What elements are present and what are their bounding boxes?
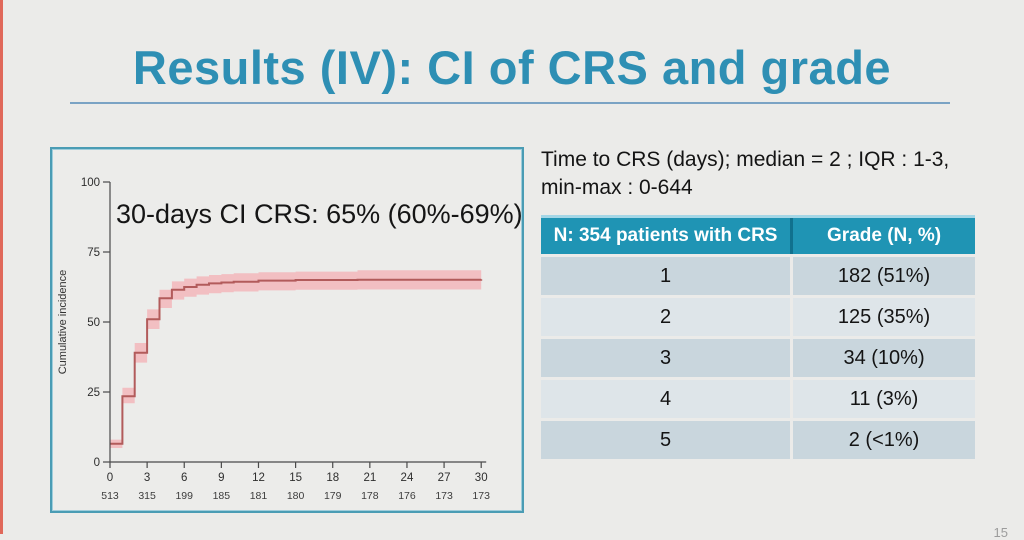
cumulative-incidence-chart: 0 25 50 75 100 0 513 3 315 6 199 9 185 12 181 15 180 18 17… bbox=[57, 177, 522, 502]
ci-step-line bbox=[110, 278, 483, 445]
x-tick-label: 27 bbox=[438, 472, 451, 484]
slide-title: Results (IV): CI of CRS and grade bbox=[132, 41, 892, 94]
table-row-cell: 2 bbox=[541, 298, 791, 336]
number-at-risk: 185 bbox=[213, 490, 231, 502]
time-to-crs-line2: min-max : 0-644 bbox=[541, 176, 693, 199]
table-row-cell: 1 bbox=[541, 257, 791, 295]
number-at-risk: 173 bbox=[472, 490, 490, 502]
x-tick-label: 3 bbox=[144, 472, 150, 484]
x-tick-label: 12 bbox=[252, 472, 265, 484]
y-axis-label: Cumulative incidence bbox=[57, 270, 69, 375]
number-at-risk: 178 bbox=[361, 490, 379, 502]
ci-chart-panel: 0 25 50 75 100 0 513 3 315 6 199 9 185 12 181 15 180 18 17… bbox=[50, 147, 524, 513]
table-row-cell: 125 (35%) bbox=[790, 298, 975, 336]
x-tick-label: 9 bbox=[218, 472, 224, 484]
confidence-band bbox=[110, 269, 482, 448]
table-row: 2 125 (35%) bbox=[541, 298, 975, 336]
x-tick-label: 30 bbox=[475, 472, 488, 484]
table-header-row-cell: Grade (N, %) bbox=[790, 218, 975, 254]
crs-grade-table: N: 354 patients with CRS Grade (N, %) 1 182… bbox=[541, 215, 975, 459]
x-tick-label: 15 bbox=[289, 472, 302, 484]
chart-annotation: 30-days CI CRS: 65% (60%-69%) bbox=[116, 199, 522, 229]
number-at-risk: 199 bbox=[175, 490, 193, 502]
table-row: 4 11 (3%) bbox=[541, 380, 975, 418]
number-at-risk: 179 bbox=[324, 490, 342, 502]
x-tick-label: 24 bbox=[401, 472, 414, 484]
table-row-cell: 2 (<1%) bbox=[790, 421, 975, 459]
left-accent-stripe bbox=[0, 0, 3, 534]
table-row-cell: 11 (3%) bbox=[790, 380, 975, 418]
page-number: 15 bbox=[993, 525, 1008, 540]
table-row-cell: 3 bbox=[541, 339, 791, 377]
y-tick-label: 50 bbox=[87, 317, 100, 329]
table-row-cell: 182 (51%) bbox=[790, 257, 975, 295]
y-tick-label: 75 bbox=[87, 247, 100, 259]
number-at-risk: 176 bbox=[398, 490, 416, 502]
x-tick-label: 21 bbox=[363, 472, 376, 484]
number-at-risk: 173 bbox=[435, 490, 453, 502]
number-at-risk: 180 bbox=[287, 490, 305, 502]
y-tick-label: 100 bbox=[81, 177, 100, 189]
number-at-risk: 181 bbox=[250, 490, 268, 502]
table-row-cell: 4 bbox=[541, 380, 791, 418]
y-tick-label: 25 bbox=[87, 387, 100, 399]
table-row-cell: 34 (10%) bbox=[790, 339, 975, 377]
y-tick-label: 0 bbox=[94, 457, 100, 469]
x-tick-label: 18 bbox=[326, 472, 339, 484]
x-tick-label: 0 bbox=[107, 472, 113, 484]
time-to-crs-line1: Time to CRS (days); median = 2 ; IQR : 1… bbox=[541, 148, 950, 171]
time-to-crs-text: Time to CRS (days); median = 2 ; IQR : 1… bbox=[541, 146, 991, 202]
x-tick-label: 6 bbox=[181, 472, 187, 484]
table-row-cell: 5 bbox=[541, 421, 791, 459]
table-header-row-cell: N: 354 patients with CRS bbox=[553, 225, 778, 246]
table-header-row: N: 354 patients with CRS Grade (N, %) bbox=[541, 215, 975, 254]
table-row: 3 34 (10%) bbox=[541, 339, 975, 377]
title-underline bbox=[70, 102, 950, 104]
number-at-risk: 513 bbox=[101, 490, 119, 502]
number-at-risk: 315 bbox=[138, 490, 156, 502]
table-row: 1 182 (51%) bbox=[541, 257, 975, 295]
